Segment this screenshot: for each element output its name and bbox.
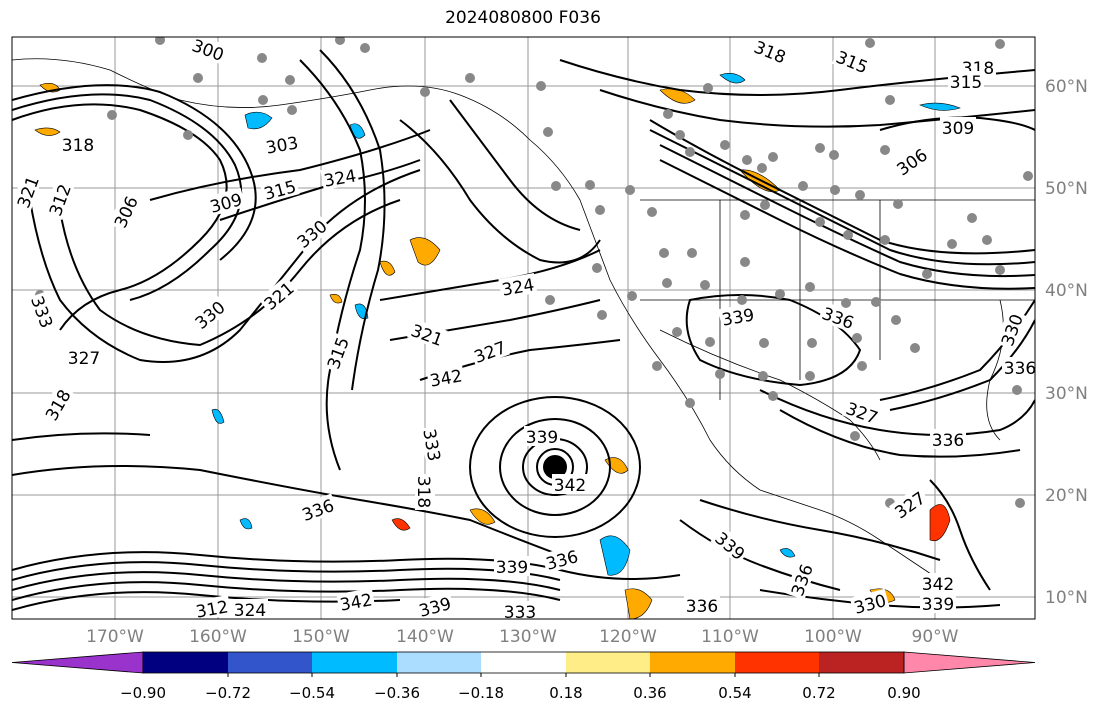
- colorbar-swatch: [143, 652, 228, 673]
- lon-label: 160°W: [189, 627, 247, 647]
- contour-label: 342: [922, 575, 954, 595]
- map-title: 2024080800 F036: [445, 8, 601, 28]
- colorbar-swatch: [819, 652, 904, 673]
- lon-label: 170°W: [86, 627, 144, 647]
- coastlines: [12, 58, 1035, 581]
- colorbar-tick: −0.18: [458, 684, 504, 702]
- contour-label: 333: [504, 603, 536, 623]
- colorbar-tick: −0.36: [374, 684, 420, 702]
- lat-label: 40°N: [1045, 281, 1088, 301]
- colorbar-extend-low: [11, 651, 144, 674]
- colorbar-swatch: [650, 652, 735, 673]
- colorbar-tick: 0.90: [887, 684, 921, 702]
- contour-label: 309: [942, 119, 974, 139]
- colorbar-tick: 0.54: [718, 684, 752, 702]
- contour-label: 342: [554, 476, 586, 496]
- omega-shading: [34, 73, 961, 619]
- lon-label: 130°W: [499, 627, 557, 647]
- colorbar-swatch: [735, 652, 819, 673]
- colorbar-swatch: [397, 652, 481, 673]
- colorbar-swatch: [481, 652, 566, 673]
- contour-label: 336: [932, 431, 964, 451]
- colorbar-tick: 0.18: [549, 684, 583, 702]
- contour-label: 339: [922, 595, 954, 615]
- lat-label: 60°N: [1045, 77, 1088, 97]
- storm-center-marker: [543, 455, 567, 479]
- contour-label: 324: [234, 601, 266, 621]
- lon-label: 150°W: [292, 627, 350, 647]
- lon-label: 140°W: [396, 627, 454, 647]
- contour-label: 318: [62, 136, 94, 156]
- colorbar-tick: 0.72: [802, 684, 836, 702]
- colorbar-tick: −0.54: [289, 684, 335, 702]
- colorbar-swatch: [228, 652, 312, 673]
- colorbar: [11, 651, 1036, 677]
- colorbar-swatch: [312, 652, 397, 673]
- contour-label: 339: [496, 558, 528, 578]
- colorbar-extend-high: [903, 651, 1036, 674]
- lon-label: 110°W: [701, 627, 759, 647]
- lat-label: 50°N: [1045, 179, 1088, 199]
- contour-label: 315: [950, 73, 982, 93]
- lat-label: 30°N: [1045, 384, 1088, 404]
- contour-label: 327: [68, 349, 100, 369]
- contour-lines: [12, 49, 1035, 611]
- contour-label: 318: [413, 476, 433, 508]
- lon-label: 100°W: [804, 627, 862, 647]
- contour-label: 336: [686, 597, 718, 617]
- colorbar-tick: −0.90: [120, 684, 166, 702]
- lon-label: 90°W: [911, 627, 959, 647]
- lat-label: 20°N: [1045, 486, 1088, 506]
- colorbar-swatch: [566, 652, 650, 673]
- contour-label: 336: [1004, 359, 1036, 379]
- lat-label: 10°N: [1045, 588, 1088, 608]
- contour-label: 339: [526, 428, 558, 448]
- colorbar-tick: 0.36: [633, 684, 667, 702]
- colorbar-tick: −0.72: [205, 684, 251, 702]
- lon-label: 120°W: [599, 627, 657, 647]
